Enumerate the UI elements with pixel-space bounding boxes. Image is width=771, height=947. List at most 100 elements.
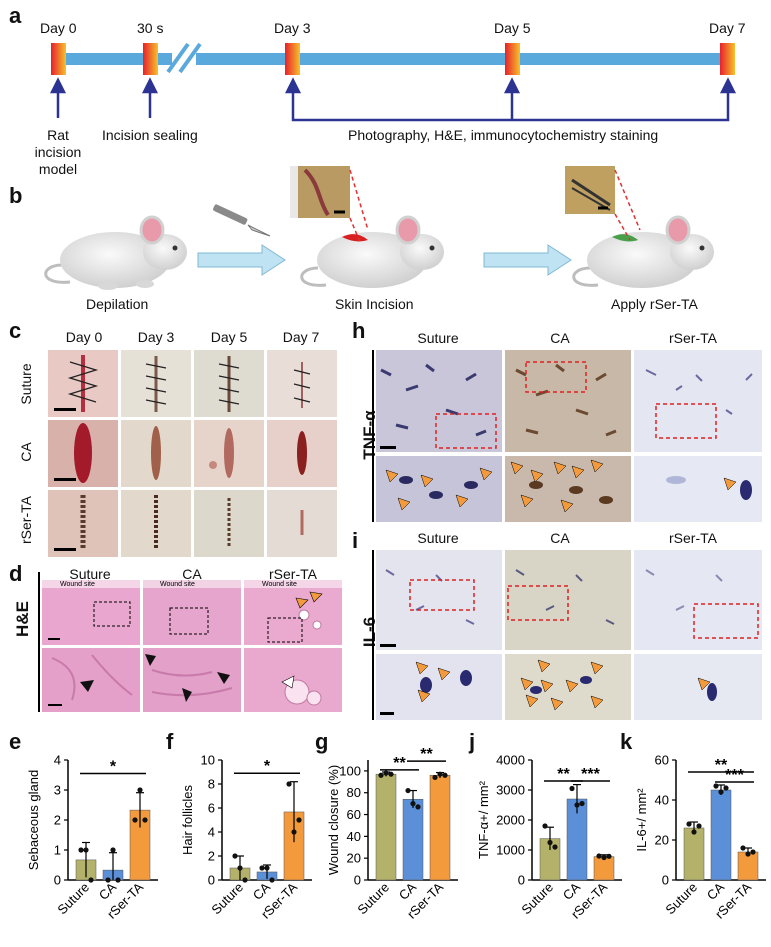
timeline-marker-day7: [720, 43, 735, 75]
il6-suture-zoom: [376, 654, 502, 720]
chart-g-point-2-2: [442, 772, 448, 778]
chart-e-point-2-2: [142, 817, 148, 823]
chart-k-ytick-label: 60: [655, 753, 669, 768]
event-model: Rat incision model: [22, 127, 94, 178]
scalpel-icon: [213, 204, 271, 237]
panel-i-col-ca: CA: [550, 530, 570, 546]
chart-k-ytick-label: 20: [655, 833, 669, 848]
panel-label-g: g: [315, 729, 329, 754]
chart-g-point-1-0: [405, 787, 411, 794]
chart-e-point-2-1: [137, 787, 143, 793]
il6-rserta-overview: [634, 550, 762, 650]
chart-f-ytick-label: 6: [208, 801, 215, 816]
il6-image-grid: [376, 550, 762, 720]
timeline-label-day0: Day 0: [40, 20, 77, 36]
chart-e-sig-text-0: *: [110, 759, 117, 776]
chart-f-point-0-2: [242, 877, 248, 883]
panel-label-b: b: [9, 183, 23, 208]
chart-f-ylabel: Hair follicles: [180, 784, 195, 855]
timeline-break-slash-1: [166, 42, 190, 74]
apply-inset-photo: [565, 166, 641, 241]
he-suture-overview: [42, 580, 140, 645]
tnf-image-grid: [376, 350, 762, 522]
tnf-suture-zoom: [376, 456, 502, 522]
chart-g-ylabel: Wound closure (%): [326, 765, 341, 875]
photo-ca-day5: [194, 420, 264, 487]
he-ca-zoom: [143, 648, 241, 712]
arrowhead-day5: [503, 77, 521, 94]
timeline-marker-30s: [143, 43, 158, 75]
event-model-line2: model: [38, 161, 78, 177]
mouse-apply: [572, 215, 714, 288]
chart-g-point-2-0: [432, 774, 438, 781]
step-arrow-1: [197, 244, 286, 276]
chart-e-ytick-label: 0: [54, 873, 61, 888]
photo-suture-day0: [48, 350, 118, 417]
chart-g-bar-0: [375, 773, 397, 881]
photo-rserta-day3: [121, 490, 191, 557]
chart-g-point-0-1: [383, 770, 389, 776]
chart-k-point-0-1: [691, 829, 697, 835]
chart-f-point-0-0: [232, 853, 238, 859]
panel-label-f: f: [166, 729, 174, 754]
panel-label-c: c: [9, 318, 22, 343]
he-rserta-zoom: [244, 648, 342, 712]
arrowhead-30s: [141, 77, 159, 94]
he-suture-zoom: [42, 648, 140, 712]
he-image-grid: [42, 580, 342, 712]
panel-label-j: j: [469, 729, 476, 754]
chart-j-point-0-1: [547, 839, 553, 846]
chart-j-ytick-label: 2000: [496, 813, 525, 828]
il6-suture-overview: [376, 550, 502, 650]
panel-label-d: d: [9, 561, 23, 586]
il6-ca-overview: [505, 550, 631, 650]
event-sealing: Incision sealing: [102, 127, 198, 143]
chart-j-ytick-label: 0: [518, 873, 525, 888]
step-apply: Apply rSer-TA: [611, 296, 698, 312]
chart-j-point-2-1: [601, 854, 607, 861]
chart-k-ytick-label: 40: [655, 793, 669, 808]
chart-k-sig-text-0: **: [715, 757, 728, 774]
chart-g-point-0-2: [388, 771, 394, 777]
photo-rserta-day7: [267, 490, 337, 557]
chart-e-ytick-label: 2: [54, 813, 61, 828]
chart-j-ytick-label: 4000: [496, 753, 525, 768]
chart-g-point-1-1: [410, 801, 416, 807]
chart-f-ytick-label: 10: [201, 753, 215, 768]
panel-h-col-suture: Suture: [417, 330, 459, 346]
chart-f-ytick-label: 8: [208, 777, 215, 792]
panel-label-a: a: [9, 3, 22, 28]
photo-suture-day7: [267, 350, 337, 417]
he-wound-site-suture: Wound site: [60, 581, 95, 588]
timeline-break-gap: [172, 48, 196, 70]
chart-j-sig-text-1: ***: [581, 766, 600, 783]
chart-f-point-0-1: [237, 865, 243, 871]
chart-f-ytick-label: 2: [208, 849, 215, 864]
chart-g-sig-text-0: **: [393, 755, 406, 772]
chart-k-ytick-label: 0: [662, 873, 669, 888]
chart-g-ytick-label: 60: [347, 807, 361, 822]
timeline-label-day5: Day 5: [494, 20, 531, 36]
timeline-break-slash-2: [178, 42, 202, 74]
panel-h-col-rserta: rSer-TA: [669, 330, 717, 346]
chart-g-point-1-2: [415, 804, 421, 810]
chart-f-point-1-1: [264, 865, 270, 871]
he-rserta-overview: [244, 580, 342, 645]
tnf-ca-overview: [505, 350, 631, 452]
arrowhead-day7: [719, 77, 737, 94]
tnf-rserta-overview: [634, 350, 762, 452]
procedure-diagram: [44, 166, 714, 290]
panel-i-col-suture: Suture: [417, 530, 459, 546]
photo-ca-day3: [121, 420, 191, 487]
timeline-marker-day0: [51, 43, 66, 75]
observation-bracket: [291, 84, 730, 122]
step-depilation: Depilation: [86, 296, 149, 312]
chart-j-ytick-label: 3000: [496, 783, 525, 798]
chart-f-ytick-label: 0: [208, 873, 215, 888]
he-ca-overview: [143, 580, 241, 645]
chart-e-ytick-label: 3: [54, 783, 61, 798]
chart-g-ytick-label: 80: [347, 785, 361, 800]
chart-f-ytick-label: 4: [208, 825, 215, 840]
chart-f-point-2-0: [286, 781, 292, 787]
